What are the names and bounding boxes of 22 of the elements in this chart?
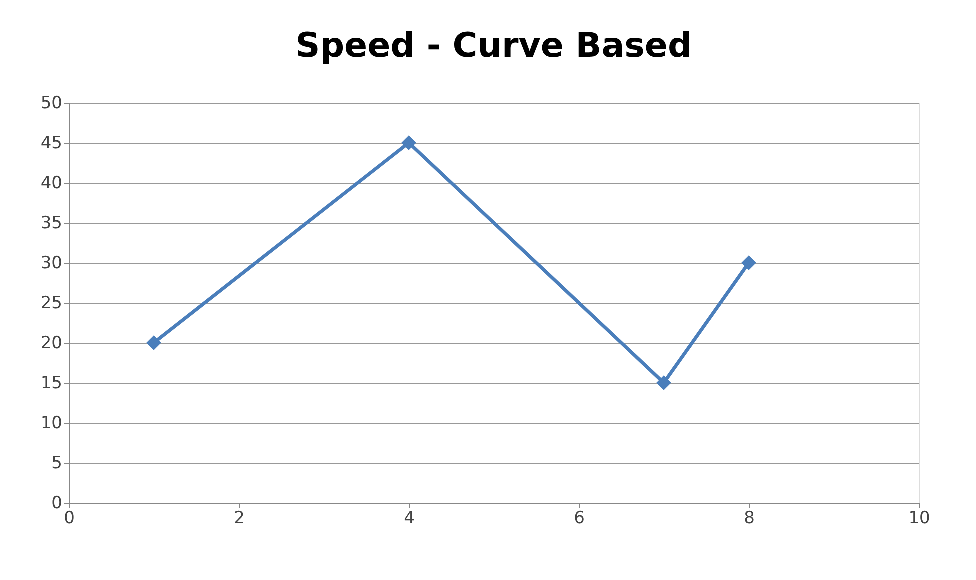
point: [402, 136, 416, 150]
y-tick-label: 40: [40, 174, 62, 194]
x-tick-label: 8: [744, 508, 755, 528]
y-tick-label: 10: [40, 414, 62, 434]
y-tick-label: 45: [40, 134, 62, 154]
y-tick-label: 20: [40, 334, 62, 354]
y-tick-label: 25: [40, 294, 62, 314]
y-tick-label: 50: [40, 94, 62, 114]
chart-title: Speed - Curve Based: [296, 26, 692, 66]
y-tick-label: 15: [40, 374, 62, 394]
x-tick-label: 10: [908, 508, 930, 528]
y-tick-label: 35: [40, 214, 62, 234]
x-tick-label: 4: [404, 508, 415, 528]
x-tick-label: 6: [574, 508, 585, 528]
point: [742, 256, 756, 270]
point: [656, 376, 672, 390]
y-tick-label: 5: [52, 454, 62, 474]
x-tick-label: 2: [234, 508, 245, 528]
x-tick-label: 0: [64, 508, 75, 528]
point: [146, 336, 162, 350]
y-tick-label: 30: [40, 254, 62, 274]
y-tick-label: 0: [52, 494, 62, 514]
